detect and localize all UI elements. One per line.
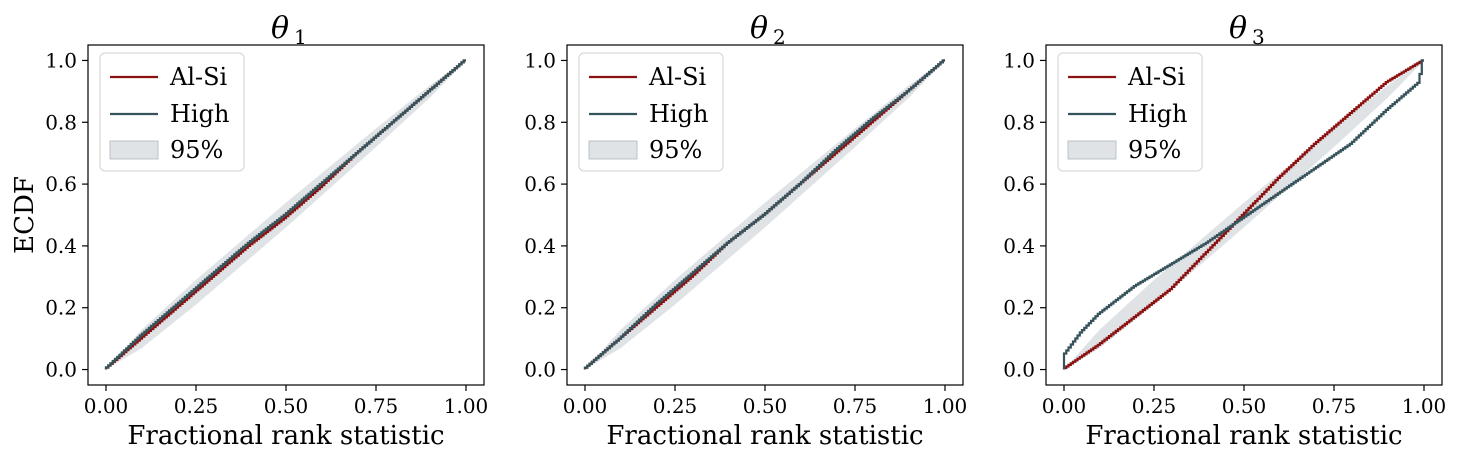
y-tick-label: 0.2 — [45, 296, 77, 320]
chart-panel-2: 0.00 0.25 0.50 0.75 1.00 0.0 0.2 0.4 0.6 0.8 1.0 Fr… — [524, 11, 967, 451]
x-tick-label: 0.50 — [743, 394, 788, 418]
x-tick-label: 0.75 — [354, 394, 399, 418]
y-axis-label: ECDF — [10, 176, 40, 254]
y-tick-label: 0.8 — [524, 110, 556, 134]
y-tick-label: 1.0 — [524, 48, 556, 72]
x-axis-label: Fractional rank statistic — [606, 421, 923, 451]
legend-swatch-band — [1067, 140, 1117, 160]
chart-title-symbol: θ — [750, 11, 768, 46]
y-tick-label: 0.6 — [1003, 172, 1035, 196]
y-tick-label: 0.8 — [1003, 110, 1035, 134]
x-axis-label: Fractional rank statistic — [127, 421, 444, 451]
x-tick-label: 0.50 — [1222, 394, 1267, 418]
chart-title-symbol: θ — [271, 11, 289, 46]
legend-swatch-band — [109, 140, 159, 160]
x-tick-label: 0.75 — [833, 394, 878, 418]
x-tick-label: 0.25 — [1132, 394, 1177, 418]
series-line-high — [1062, 59, 1424, 370]
x-tick-label: 0.25 — [653, 394, 698, 418]
x-tick-label: 1.00 — [1402, 394, 1447, 418]
x-tick-label: 0.00 — [1042, 394, 1087, 418]
y-tick-label: 1.0 — [1003, 48, 1035, 72]
legend: Al-Si High 95% — [578, 52, 724, 172]
y-tick-label: 0.4 — [1003, 234, 1035, 258]
chart-title-subscript: 3 — [1252, 25, 1265, 49]
legend-label-alsi: Al-Si — [169, 63, 228, 91]
y-tick-label: 0.4 — [524, 234, 556, 258]
legend-label-alsi: Al-Si — [648, 63, 707, 91]
legend: Al-Si High 95% — [1057, 52, 1203, 172]
legend-label-high: High — [170, 100, 229, 128]
y-tick-label: 0.4 — [45, 234, 77, 258]
y-tick-label: 0.2 — [1003, 296, 1035, 320]
x-tick-label: 0.25 — [174, 394, 219, 418]
x-tick-label: 0.75 — [1312, 394, 1357, 418]
legend: Al-Si High 95% — [99, 52, 245, 172]
x-axis-label: Fractional rank statistic — [1085, 421, 1402, 451]
series-line-high — [583, 59, 945, 370]
chart-panel-3: 0.00 0.25 0.50 0.75 1.00 0.0 0.2 0.4 0.6 0.8 1.0 Fr… — [1003, 11, 1446, 451]
legend-label-band: 95% — [170, 136, 223, 164]
y-tick-label: 0.2 — [524, 296, 556, 320]
y-tick-label: 0.0 — [1003, 358, 1035, 382]
series-line-high — [104, 59, 466, 370]
legend-label-high: High — [1128, 100, 1187, 128]
legend-label-band: 95% — [649, 136, 702, 164]
legend-label-band: 95% — [1128, 136, 1181, 164]
x-tick-label: 0.00 — [563, 394, 608, 418]
chart-title-subscript: 2 — [773, 25, 786, 49]
x-tick-label: 1.00 — [444, 394, 489, 418]
y-tick-label: 0.6 — [45, 172, 77, 196]
legend-swatch-band — [588, 140, 638, 160]
legend-label-alsi: Al-Si — [1127, 63, 1186, 91]
y-tick-label: 0.8 — [45, 110, 77, 134]
chart-title-symbol: θ — [1229, 11, 1247, 46]
y-tick-label: 0.0 — [524, 358, 556, 382]
x-tick-label: 0.00 — [84, 394, 129, 418]
y-tick-label: 0.0 — [45, 358, 77, 382]
chart-panel-1: 0.00 0.25 0.50 0.75 1.00 0.0 0.2 0.4 0.6 0.8 1.0 Fr… — [10, 11, 488, 451]
x-tick-label: 1.00 — [923, 394, 968, 418]
x-tick-label: 0.50 — [264, 394, 309, 418]
y-tick-label: 1.0 — [45, 48, 77, 72]
legend-label-high: High — [649, 100, 708, 128]
chart-title-subscript: 1 — [294, 25, 307, 49]
y-tick-label: 0.6 — [524, 172, 556, 196]
series-line-alsi — [1062, 59, 1424, 370]
